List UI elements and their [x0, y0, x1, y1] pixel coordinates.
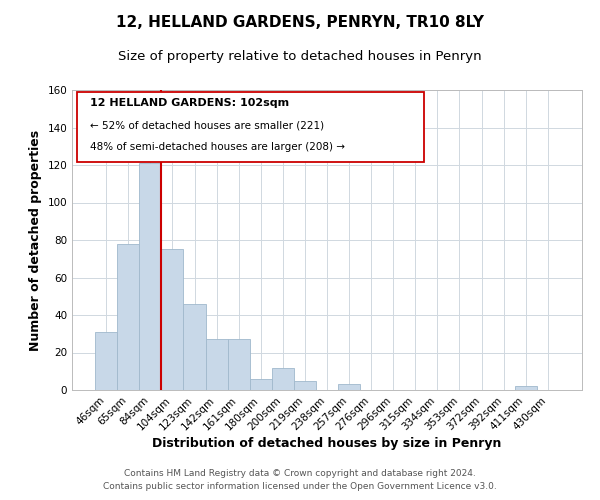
Bar: [161, 250, 184, 390]
Bar: [139, 163, 161, 390]
Bar: [184, 304, 206, 390]
Y-axis label: Number of detached properties: Number of detached properties: [29, 130, 42, 350]
Text: Contains HM Land Registry data © Crown copyright and database right 2024.: Contains HM Land Registry data © Crown c…: [124, 468, 476, 477]
X-axis label: Distribution of detached houses by size in Penryn: Distribution of detached houses by size …: [152, 438, 502, 450]
Text: ← 52% of detached houses are smaller (221): ← 52% of detached houses are smaller (22…: [90, 120, 324, 130]
Text: 12, HELLAND GARDENS, PENRYN, TR10 8LY: 12, HELLAND GARDENS, PENRYN, TR10 8LY: [116, 15, 484, 30]
Text: Contains public sector information licensed under the Open Government Licence v3: Contains public sector information licen…: [103, 482, 497, 491]
Bar: [294, 380, 316, 390]
Bar: [250, 379, 272, 390]
FancyBboxPatch shape: [77, 92, 424, 162]
Bar: [206, 340, 227, 390]
Text: 12 HELLAND GARDENS: 102sqm: 12 HELLAND GARDENS: 102sqm: [90, 98, 289, 108]
Bar: [117, 244, 139, 390]
Bar: [338, 384, 360, 390]
Bar: [95, 332, 117, 390]
Text: Size of property relative to detached houses in Penryn: Size of property relative to detached ho…: [118, 50, 482, 63]
Bar: [515, 386, 537, 390]
Text: 48% of semi-detached houses are larger (208) →: 48% of semi-detached houses are larger (…: [90, 142, 345, 152]
Bar: [272, 368, 294, 390]
Bar: [227, 340, 250, 390]
